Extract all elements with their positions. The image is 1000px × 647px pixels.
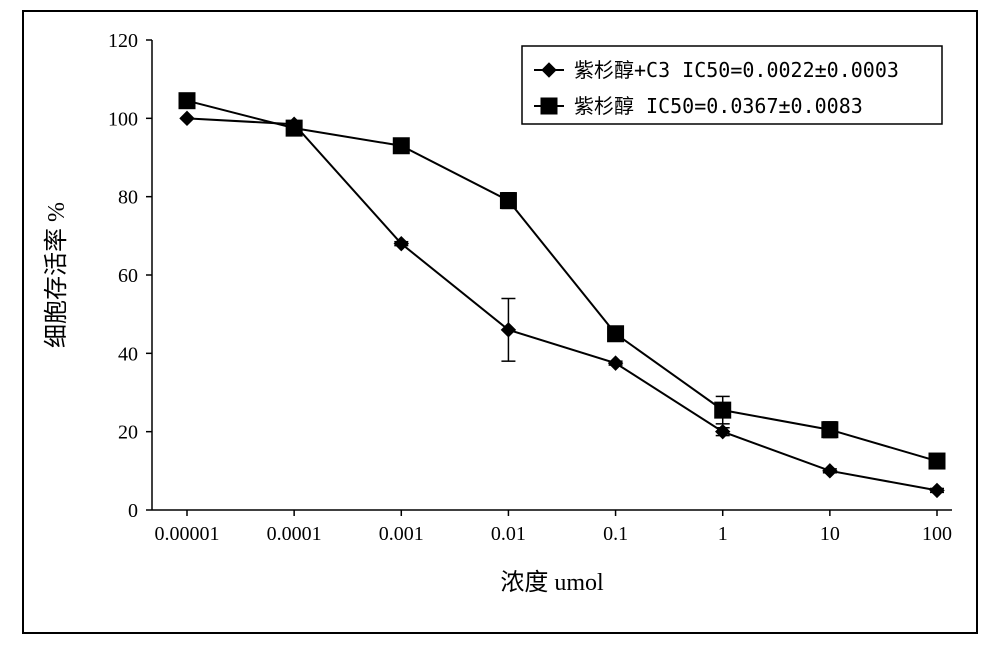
y-tick-label: 100 [108, 108, 138, 130]
legend-marker [541, 98, 557, 114]
legend-label: 紫杉醇 IC50=0.0367±0.0083 [574, 94, 863, 118]
legend: 紫杉醇+C3 IC50=0.0022±0.0003 紫杉醇 IC50=0.0367… [522, 46, 942, 124]
x-tick-label: 0.0001 [267, 523, 322, 545]
marker-ptx_c3 [180, 111, 194, 125]
x-axis-title: 浓度 umol [500, 569, 604, 596]
x-tick-label: 0.001 [379, 523, 424, 545]
marker-ptx_c3 [823, 464, 837, 478]
y-axis-title: 细胞存活率 % [43, 202, 70, 348]
marker-ptx [608, 326, 624, 342]
x-tick-label: 0.1 [603, 523, 628, 545]
y-tick-label: 40 [118, 343, 138, 365]
x-tick-label: 100 [922, 523, 952, 545]
y-tick-label: 20 [118, 422, 138, 444]
marker-ptx [286, 120, 302, 136]
series-ptx [179, 93, 945, 469]
marker-ptx [929, 453, 945, 469]
marker-ptx_c3 [930, 483, 944, 497]
marker-ptx [822, 422, 838, 438]
marker-ptx [179, 93, 195, 109]
x-tick-label: 0.01 [491, 523, 526, 545]
x-tick-label: 10 [820, 523, 840, 545]
x-tick-label: 0.00001 [155, 523, 220, 545]
x-tick-label: 1 [718, 523, 728, 545]
marker-ptx [393, 138, 409, 154]
y-tick-label: 60 [118, 265, 138, 287]
legend-label: 紫杉醇+C3 IC50=0.0022±0.0003 [574, 58, 899, 82]
y-tick-label: 80 [118, 187, 138, 209]
chart-container: 0 20 40 60 80 100 120 0.00001 0.0001 0.001 0.01 0.1… [22, 10, 978, 634]
marker-ptx_c3 [609, 356, 623, 370]
chart-svg: 0 20 40 60 80 100 120 0.00001 0.0001 0.001 0.01 0.1… [22, 10, 978, 634]
series-ptx_c3 [180, 111, 944, 497]
y-tick-label: 0 [128, 500, 138, 522]
marker-ptx [715, 402, 731, 418]
marker-ptx [500, 193, 516, 209]
marker-ptx_c3 [716, 425, 730, 439]
y-tick-label: 120 [108, 30, 138, 52]
series-line-ptx [187, 101, 937, 461]
